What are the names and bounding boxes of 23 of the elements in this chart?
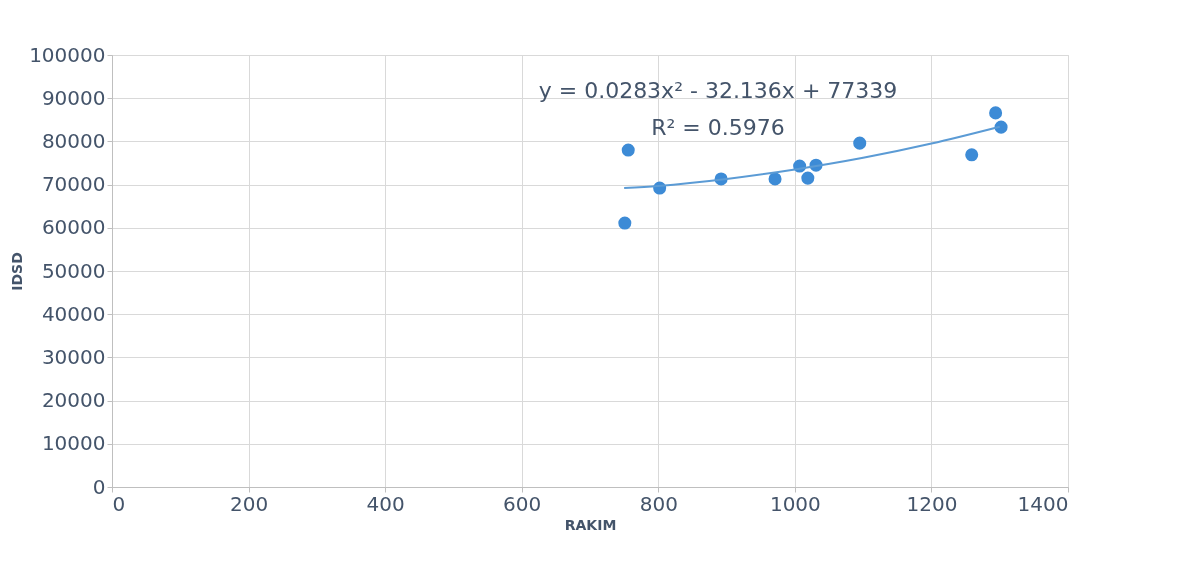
annotation: y = 0.0283x² - 32.136x + 77339: [538, 78, 898, 103]
x-tick-label: 1000: [769, 491, 821, 516]
x-axis-title: RAKIM: [564, 516, 617, 533]
x-tick-label: 1200: [906, 491, 958, 516]
y-tick-label: 20000: [41, 388, 106, 413]
y-tick-label: 80000: [41, 128, 106, 153]
y-tick-label: 30000: [41, 344, 106, 369]
annotation: R² = 0.5976: [651, 115, 785, 140]
x-tick-label: 400: [366, 491, 405, 516]
y-tick-label: 70000: [41, 172, 106, 197]
x-tick-label: 600: [503, 491, 542, 516]
y-axis-title: IDSD: [9, 252, 26, 291]
y-tick-label: 90000: [41, 85, 106, 110]
y-tick-label: 10000: [41, 431, 106, 456]
x-tick-label: 800: [639, 491, 678, 516]
x-tick-label: 1400: [1017, 491, 1069, 516]
y-tick-label: 50000: [41, 258, 106, 283]
y-tick-label: 0: [92, 474, 106, 499]
y-tick-label: 40000: [41, 301, 106, 326]
x-tick-label: 0: [112, 491, 126, 516]
x-tick-label: 200: [229, 491, 269, 516]
y-tick-label: 100000: [29, 42, 106, 67]
y-tick-label: 60000: [41, 215, 106, 240]
